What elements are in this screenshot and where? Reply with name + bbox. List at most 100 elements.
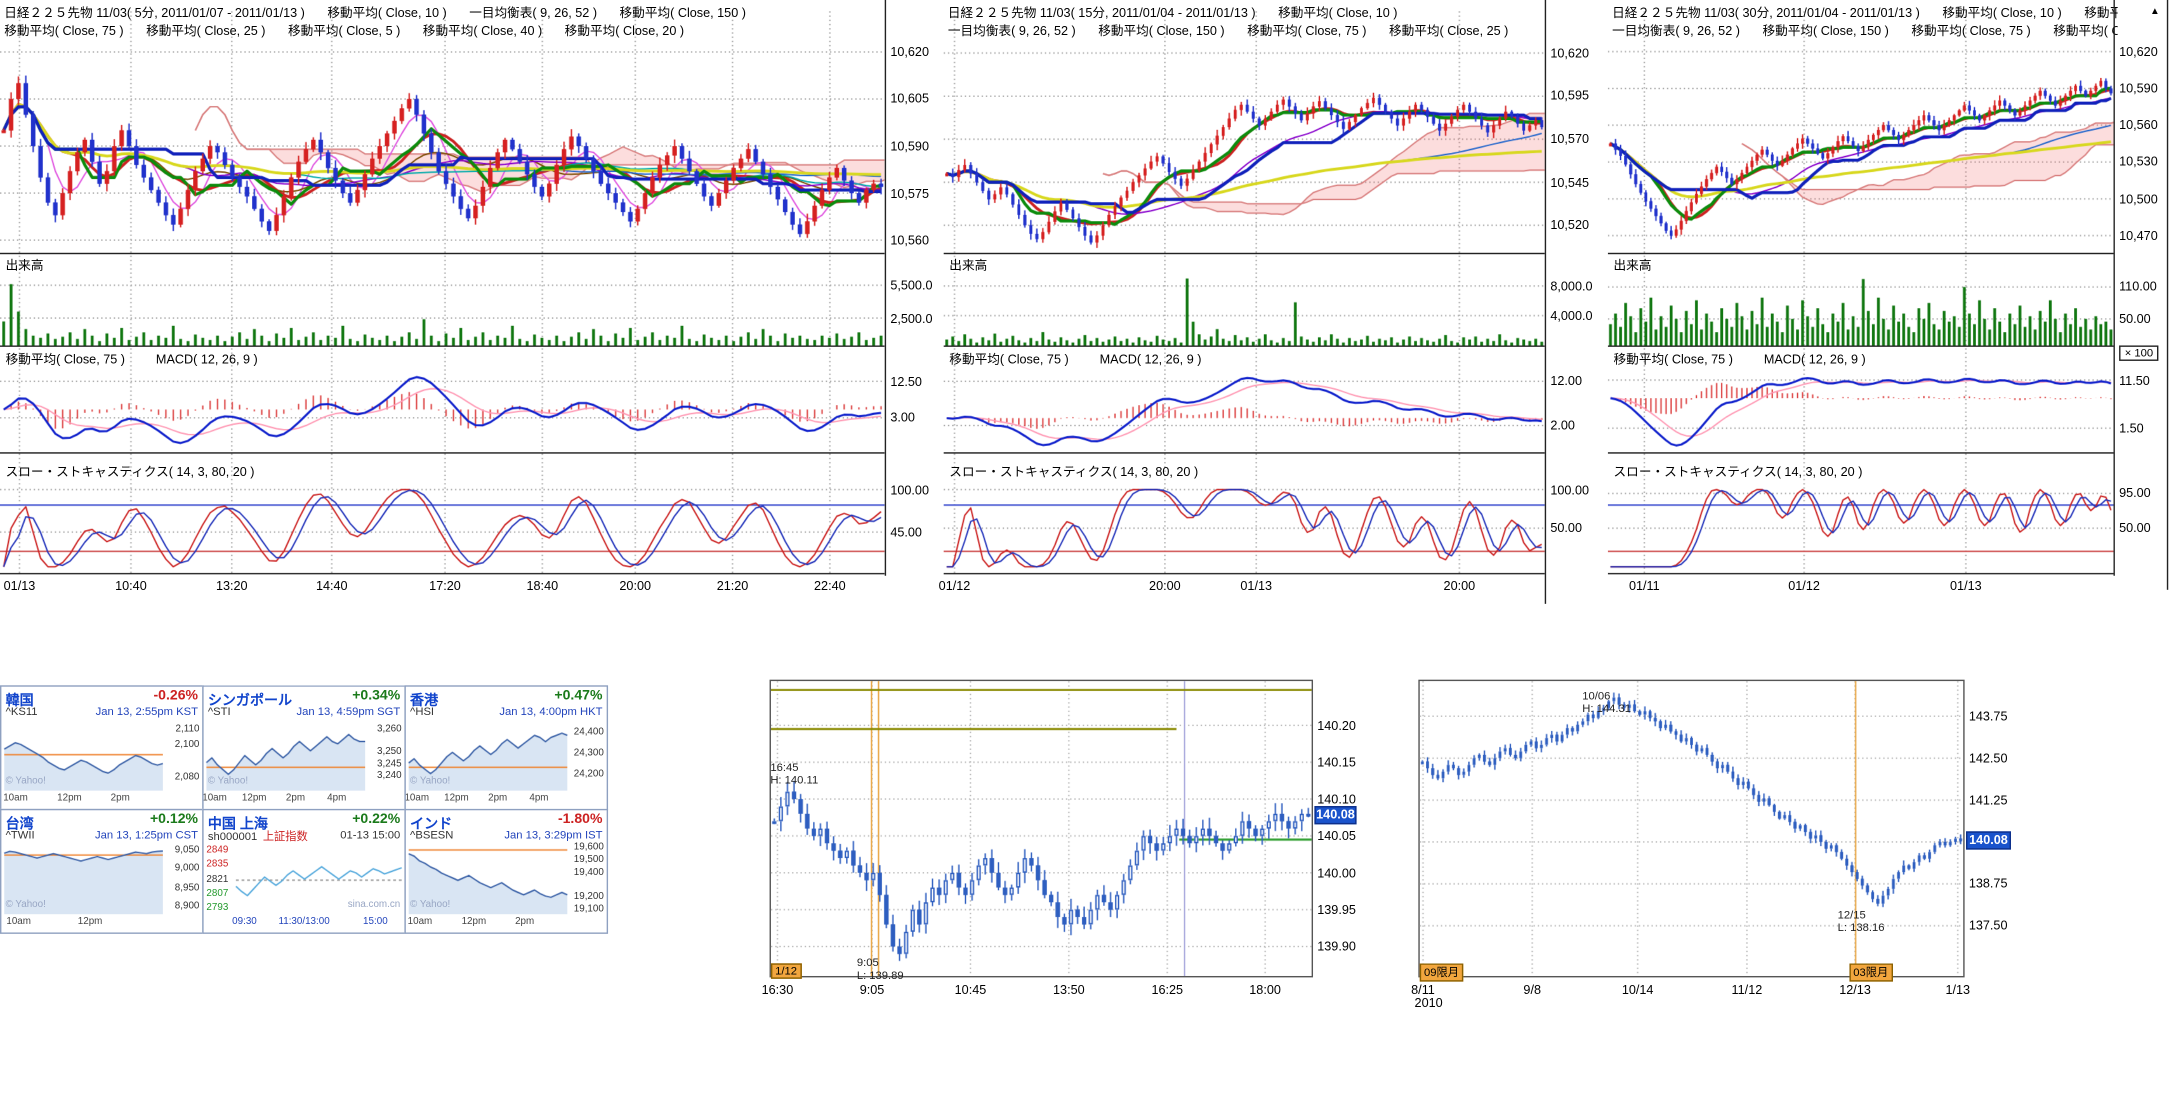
volume-axis-tick: 110.00 [2119, 279, 2157, 294]
mini-x-tick: 10am [404, 793, 430, 804]
price-axis-tick: 10,560 [890, 233, 929, 248]
indicator-label: 一目均衡表( 9, 26, 52 ) [1612, 23, 1740, 38]
price-axis-tick: 140.15 [1317, 755, 1356, 770]
intraday-chart-canvas[interactable] [770, 681, 1312, 976]
mini-x-tick: 12pm [57, 793, 82, 804]
market-name-link[interactable]: 中国 上海 [207, 817, 268, 833]
price-annotation: 10/06 H: 144.31 [1582, 689, 1631, 715]
volume-section-label: 出来高 [1613, 258, 1652, 273]
mini-x-tick: 12pm [444, 793, 469, 804]
market-name-link[interactable]: インド [410, 817, 453, 833]
macd-axis-tick: 2.00 [1550, 418, 1575, 433]
daily-chart-canvas[interactable] [1419, 681, 1964, 976]
indicator-label: 一目均衡表( 9, 26, 52 ) [469, 5, 598, 20]
x-axis-tick: 18:40 [526, 578, 559, 593]
quote-timestamp: Jan 13, 4:59pm SGT [296, 704, 401, 718]
world-markets-grid: 韓国 -0.26% ^KS11 Jan 13, 2:55pm KST 2,110 2,10… [0, 685, 609, 935]
mini-chart-canvas[interactable] [407, 843, 606, 915]
price-axis-tick: 10,590 [890, 139, 929, 154]
quote-timestamp: Jan 13, 2:55pm KST [95, 704, 199, 718]
ticker-symbol: ^HSI [410, 704, 435, 718]
x-axis-tick: 13:50 [1053, 983, 1085, 998]
x-axis-tick: 8/11 [1411, 983, 1435, 998]
mini-x-tick: 4pm [327, 793, 347, 804]
mini-y-tick: 3,260 [377, 724, 402, 734]
watermark: © Yahoo! [5, 900, 46, 910]
market-name-link[interactable]: 香港 [410, 693, 439, 710]
watermark: © Yahoo! [410, 776, 451, 787]
price-axis-tick: 10,595 [1550, 89, 1590, 104]
x-axis-tick: 01/13 [3, 578, 36, 593]
macd-axis-tick: 12.00 [1550, 374, 1582, 389]
mini-x-tick: 09:30 [232, 917, 257, 927]
mini-y-tick: 2849 [206, 845, 229, 856]
mini-x-tick: 2pm [285, 793, 306, 804]
macd-axis-tick: 11.50 [2119, 372, 2150, 387]
x-axis-tick: 16:25 [1151, 983, 1184, 998]
price-axis-tick: 10,570 [1550, 132, 1590, 147]
market-cell-shanghai: 中国 上海 +0.22% sh000001 上証指数 01-13 15:00 2849 28… [202, 808, 406, 934]
price-axis-tick: 10,520 [1550, 218, 1590, 233]
indicator-label: 移動平均( Close, 40 ) [422, 23, 543, 38]
x-axis-tick: 01/13 [1950, 578, 1982, 593]
volume-axis-tick: 50.00 [2119, 311, 2151, 326]
price-axis-tick: 139.90 [1317, 939, 1356, 954]
x-axis-tick: 10:45 [954, 983, 987, 998]
x-axis-tick: 18:00 [1249, 983, 1281, 998]
expiry-badge: 09限月 [1419, 963, 1464, 982]
ma75-indicator-label: 移動平均( Close, 75 ) [949, 352, 1069, 367]
market-name-link[interactable]: シンガポール [207, 693, 293, 710]
chart-panel-30min: 日経２２５先物 11/03( 30分, 2011/01/04 - 2011/01… [1607, 0, 2170, 604]
indicator-label: 移動平均( Close, 10 ) [327, 5, 447, 20]
volume-axis-tick: 8,000.0 [1550, 278, 1593, 293]
ma75-indicator-label: 移動平均( Close, 75 ) [1613, 352, 1733, 367]
mini-chart-canvas[interactable] [205, 720, 404, 791]
expiry-badge: 1/12 [770, 963, 802, 979]
change-percent: -0.26% [153, 688, 199, 704]
indicator-label: 移動平均( Close, 75 ) [1247, 23, 1367, 38]
window-edge-line [2166, 0, 2169, 590]
mini-chart-canvas[interactable] [205, 843, 404, 915]
mini-y-tick: 2,100 [174, 740, 200, 751]
ticker-symbol: ^BSESN [410, 828, 454, 842]
mini-x-tick: 10am [202, 793, 227, 804]
mini-x-tick: 10am [407, 917, 433, 927]
indicator-label: 移動平均( Close, 10 ) [1278, 5, 1398, 20]
macd-indicator-label: MACD( 12, 26, 9 ) [1763, 352, 1866, 367]
watermark: © Yahoo! [410, 900, 451, 910]
price-axis-tick: 139.95 [1317, 902, 1356, 917]
mini-x-tick: 2pm [515, 917, 535, 927]
nikkei225-5min-chart-canvas[interactable] [0, 0, 885, 604]
nikkei225-15min-chart-canvas[interactable] [943, 0, 1545, 604]
indicator-label: 移動平均( Close, 25 ) [146, 23, 266, 38]
mini-chart-canvas[interactable] [407, 720, 606, 791]
market-name-link[interactable]: 韓国 [5, 693, 34, 710]
indicator-label: 移動平均( Close, 5 ) [287, 23, 401, 38]
indicator-label: 移動平均( Close, 150 ) [1098, 23, 1225, 38]
axis-line [1544, 0, 1547, 604]
mini-chart-canvas[interactable] [2, 843, 201, 915]
price-axis-tick: 10,500 [2119, 191, 2158, 206]
market-name-link[interactable]: 台湾 [5, 817, 34, 833]
price-axis-tick: 137.50 [1968, 918, 2008, 933]
nikkei225-30min-chart-canvas[interactable] [1607, 0, 2114, 604]
panel-header-row2: 一目均衡表( 9, 26, 52 ) 移動平均( Close, 150 ) 移動平均… [1612, 21, 2118, 39]
price-axis-tick: 10,575 [890, 186, 929, 201]
watermark: sina.com.cn [347, 900, 401, 910]
volume-section-label: 出来高 [949, 258, 988, 273]
chart-title: 日経２２５先物 11/03( 15分, 2011/01/04 - 2011/01… [947, 5, 1256, 20]
x-axis-tick: 9/8 [1523, 983, 1542, 998]
indicator-label: 移動平均( Close, 25 ) [2053, 23, 2117, 38]
mini-y-tick: 19,600 [573, 843, 604, 854]
x-axis-tick: 20:00 [1443, 578, 1476, 593]
x-axis-tick: 9:05 [859, 983, 885, 998]
stoch-axis-tick: 45.00 [890, 524, 922, 540]
stoch-axis-tick: 100.00 [890, 482, 929, 497]
change-percent: +0.34% [352, 688, 401, 704]
scroll-arrow-icon[interactable]: ▲ [2149, 7, 2160, 17]
index-name: 上証指数 [262, 829, 308, 843]
mini-chart-canvas[interactable] [2, 720, 201, 791]
x-axis-tick: 10/14 [1621, 983, 1654, 998]
chart-title: 日経２２５先物 11/03( 5分, 2011/01/07 - 2011/01/… [4, 5, 305, 20]
x-axis-tick: 11/12 [1731, 983, 1763, 998]
